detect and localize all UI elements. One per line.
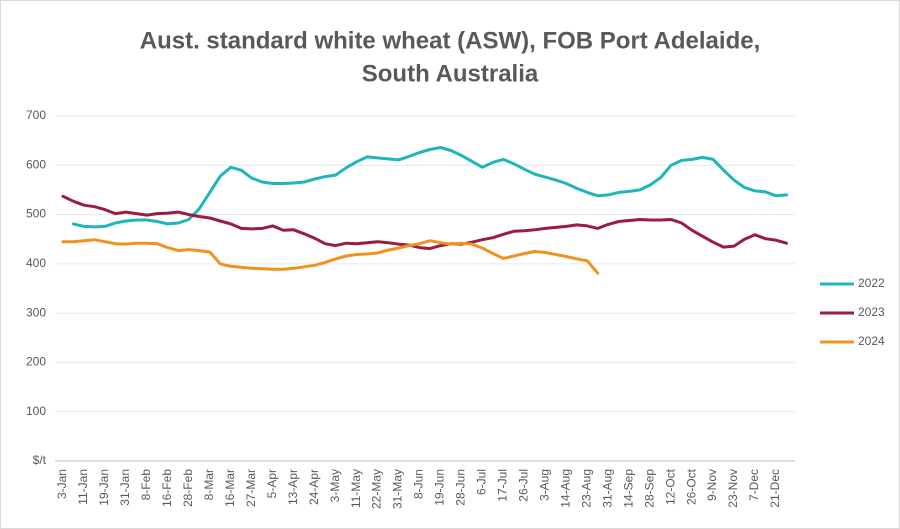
- legend-label: 2024: [858, 334, 885, 348]
- x-tick-label: 31-Jan: [118, 469, 132, 506]
- legend-label: 2022: [858, 276, 885, 290]
- x-tick-label: 22-May: [370, 469, 384, 509]
- x-tick-label: 24-Apr: [307, 469, 321, 505]
- x-tick-label: 23-Nov: [726, 469, 740, 508]
- x-tick-label: 5-Apr: [265, 469, 279, 498]
- y-tick-label: 500: [26, 207, 46, 221]
- x-tick-label: 19-Jan: [97, 469, 111, 506]
- y-tick-label: 100: [26, 404, 46, 418]
- x-tick-label: 8-Jun: [412, 469, 426, 499]
- x-tick-label: 26-Jul: [517, 469, 531, 502]
- x-tick-label: 12-Oct: [663, 468, 677, 505]
- x-tick-label: 27-Mar: [244, 469, 258, 507]
- x-tick-label: 16-Mar: [223, 469, 237, 507]
- x-tick-label: 19-Jun: [433, 469, 447, 506]
- x-tick-label: 28-Sep: [642, 469, 656, 508]
- series-line: [61, 194, 788, 251]
- x-tick-label: 23-Aug: [579, 469, 593, 508]
- y-tick-label: 300: [26, 305, 46, 319]
- chart-title: South Australia: [362, 60, 539, 87]
- x-tick-label: 13-Apr: [286, 469, 300, 505]
- x-tick-label: 14-Aug: [558, 469, 572, 508]
- y-tick-label: 200: [26, 355, 46, 369]
- series-line: [61, 238, 600, 275]
- y-tick-label: 400: [26, 256, 46, 270]
- y-tick-label: $/t: [33, 453, 47, 467]
- y-tick-label: 600: [26, 157, 46, 171]
- x-tick-label: 14-Sep: [621, 469, 635, 508]
- x-tick-label: 8-Feb: [139, 469, 153, 501]
- x-tick-label: 17-Jul: [496, 469, 510, 502]
- x-tick-label: 11-May: [349, 469, 363, 508]
- x-tick-label: 26-Oct: [684, 468, 698, 505]
- x-tick-label: 3-Jan: [55, 469, 69, 499]
- x-tick-label: 31-Aug: [600, 469, 614, 508]
- x-tick-label: 28-Jun: [454, 469, 468, 506]
- legend-label: 2023: [858, 305, 885, 319]
- x-tick-label: 3-May: [328, 469, 342, 502]
- x-tick-label: 31-May: [391, 469, 405, 509]
- x-tick-label: 3-Aug: [537, 469, 551, 501]
- chart-title: Aust. standard white wheat (ASW), FOB Po…: [140, 27, 761, 54]
- x-tick-label: 21-Dec: [768, 469, 782, 508]
- x-tick-label: 9-Nov: [705, 469, 719, 501]
- x-tick-label: 11-Jan: [76, 469, 90, 505]
- y-tick-label: 700: [26, 108, 46, 122]
- x-tick-label: 16-Feb: [160, 469, 174, 507]
- x-tick-label: 28-Feb: [181, 469, 195, 507]
- x-tick-label: 7-Dec: [747, 469, 761, 501]
- x-tick-label: 6-Jul: [475, 469, 489, 495]
- x-tick-label: 8-Mar: [202, 469, 216, 500]
